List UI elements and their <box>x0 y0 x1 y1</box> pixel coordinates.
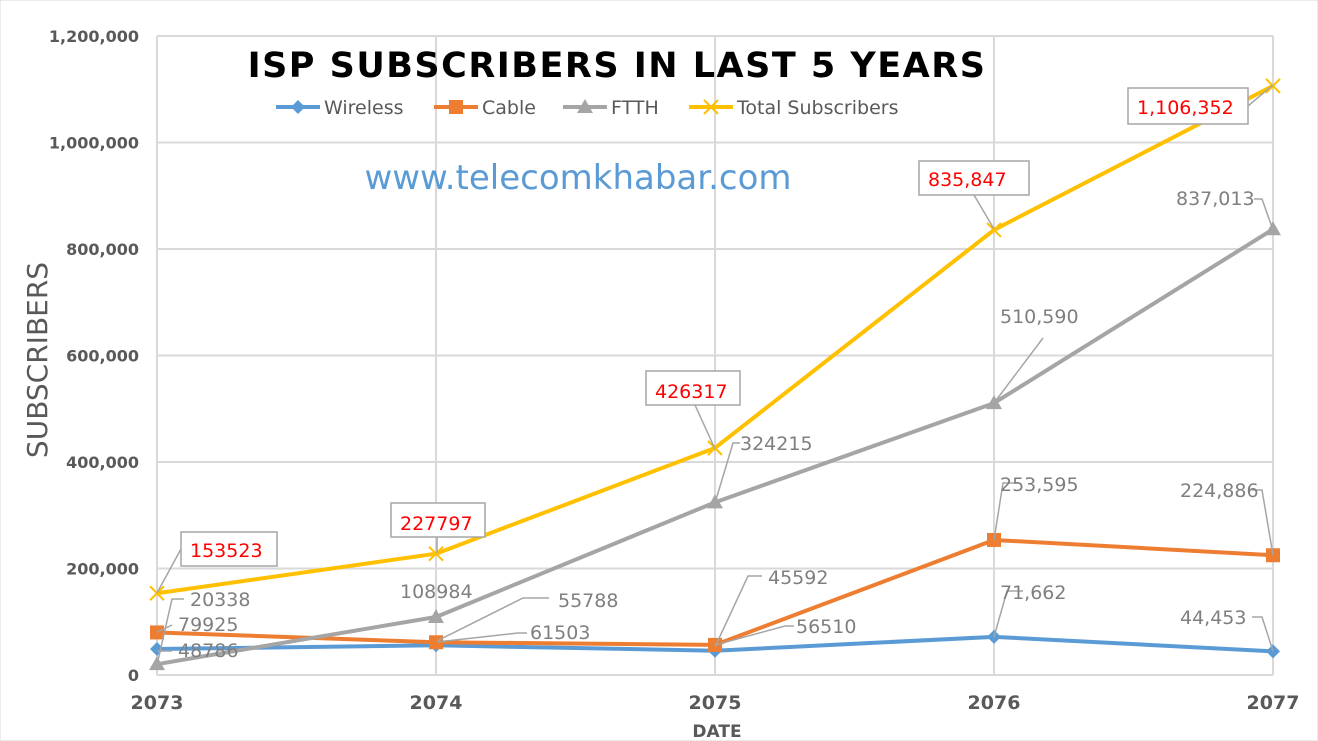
data-point-cable <box>449 100 463 114</box>
y-tick-label: 600,000 <box>66 347 139 366</box>
legend-item[interactable]: Cable <box>434 97 536 119</box>
data-label: 426317 <box>655 381 728 403</box>
data-label: 324215 <box>740 433 813 455</box>
data-label: 48786 <box>178 640 238 662</box>
data-label: 61503 <box>530 622 590 644</box>
legend-label: Cable <box>482 97 536 119</box>
leader-line <box>156 624 173 633</box>
data-label-box <box>918 160 1030 196</box>
y-axis-title: SUBSCRIBERS <box>21 262 54 458</box>
leader-line <box>993 482 1019 541</box>
data-label: 253,595 <box>1000 474 1079 496</box>
y-tick-label: 200,000 <box>66 560 139 579</box>
x-tick-label: 2074 <box>410 692 463 714</box>
data-label-box <box>180 531 278 567</box>
leader-line <box>156 598 184 666</box>
data-point-wireless <box>291 100 305 114</box>
data-label: 71,662 <box>1000 582 1066 604</box>
data-point-ftth <box>577 99 593 113</box>
leader-line <box>1252 616 1274 652</box>
leader-line <box>714 575 762 648</box>
data-label: 227797 <box>400 513 473 535</box>
x-axis-title: DATE <box>692 722 741 741</box>
leader-line <box>436 632 527 643</box>
data-label: 55788 <box>558 590 618 612</box>
leader-line <box>1252 489 1274 556</box>
legend-item[interactable]: FTTH <box>563 97 659 119</box>
data-label: 510,590 <box>1000 306 1079 328</box>
data-label: 44,453 <box>1180 607 1246 629</box>
data-point-total <box>703 99 719 115</box>
data-label: 1,106,352 <box>1137 97 1234 119</box>
data-label: 837,013 <box>1176 188 1255 210</box>
data-point-total <box>986 222 1002 238</box>
y-tick-label: 800,000 <box>66 240 139 259</box>
data-point-total <box>428 545 444 562</box>
x-tick-label: 2073 <box>131 692 184 714</box>
leader-line <box>694 404 716 450</box>
y-tick-label: 1,000,000 <box>49 134 139 153</box>
leader-line <box>973 194 995 230</box>
data-label: 224,886 <box>1180 480 1259 502</box>
data-label: 56510 <box>796 616 856 638</box>
leader-line <box>436 597 549 642</box>
legend-label: Total Subscribers <box>736 97 898 119</box>
x-tick-label: 2077 <box>1247 692 1300 714</box>
leader-line <box>993 590 1023 638</box>
data-label: 835,847 <box>928 169 1007 191</box>
data-label: 20338 <box>190 589 250 611</box>
leader-line <box>714 442 740 504</box>
x-tick-label: 2075 <box>689 692 742 714</box>
data-label: 108984 <box>400 581 473 603</box>
leader-line <box>993 337 1044 404</box>
y-tick-label: 1,200,000 <box>49 27 139 46</box>
legend-item[interactable]: Total Subscribers <box>689 97 898 119</box>
data-point-total <box>149 585 165 601</box>
legend-label: FTTH <box>611 97 659 119</box>
legend-item[interactable]: Wireless <box>276 97 404 119</box>
leader-line <box>1254 198 1274 231</box>
watermark: www.telecomkhabar.com <box>364 158 791 198</box>
y-tick-label: 400,000 <box>66 453 139 472</box>
data-point-cable <box>150 625 164 640</box>
data-label: 45592 <box>768 567 828 589</box>
data-point-ftth <box>428 608 444 623</box>
data-point-wireless <box>1266 644 1280 659</box>
leader-line <box>1247 84 1274 107</box>
data-label-box <box>390 502 486 538</box>
x-tick-label: 2076 <box>968 692 1021 714</box>
data-point-cable <box>429 635 443 650</box>
y-tick-label: 0 <box>128 666 139 685</box>
data-label: 153523 <box>190 540 263 562</box>
data-label-box <box>645 370 741 406</box>
chart-title: ISP SUBSCRIBERS IN LAST 5 YEARS <box>248 46 987 86</box>
data-label-box <box>1127 87 1249 125</box>
data-label: 79925 <box>178 614 238 636</box>
leader-line <box>156 548 182 594</box>
data-point-cable <box>1266 548 1280 563</box>
leader-line <box>714 625 794 646</box>
legend-label: Wireless <box>324 97 404 119</box>
